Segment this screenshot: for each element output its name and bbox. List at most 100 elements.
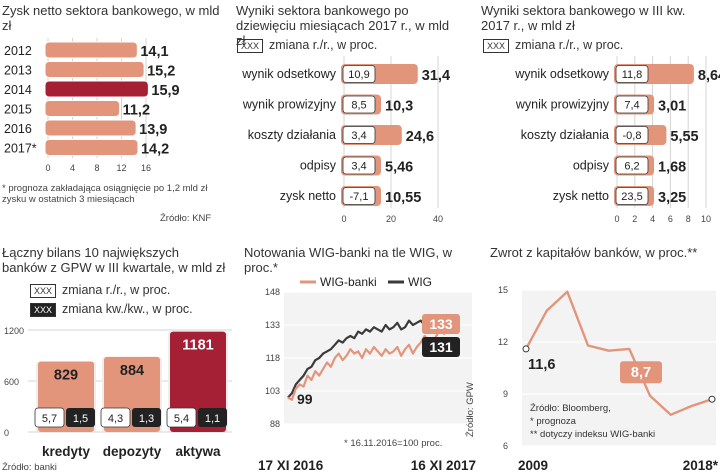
value-label: 10,55 (385, 190, 421, 206)
change-yoy-label: 5,7 (42, 413, 57, 425)
change-qoq-label: 1,1 (205, 413, 220, 425)
zysk-source: Źródło: KNF (160, 213, 212, 224)
value-label: 3,01 (658, 99, 686, 115)
wyniki3q-legend: XXX zmiana r./r., w proc. (483, 38, 623, 53)
y-tick-label: 9 (503, 389, 508, 399)
x-tick-label: 2009 (518, 458, 548, 473)
roe-note: * prognoza (530, 416, 577, 427)
bar (44, 139, 139, 156)
change-box (342, 126, 376, 144)
category-label: aktywa (175, 444, 221, 459)
bar (44, 41, 138, 59)
category-label: koszty działania (521, 128, 609, 142)
roe-note: Źródło: Bloomberg, (530, 403, 611, 414)
y-tick-label: 15 (498, 285, 508, 295)
change-yoy-box (166, 407, 197, 428)
category-label: 2013 (4, 64, 32, 78)
wyniki3q-chart: 0 2 4 6 8 10 wynik odsetkowy 11,8 8,64 wynik prow… (514, 56, 720, 224)
value-label: 884 (120, 363, 144, 379)
change-qoq-label: 1,5 (73, 413, 88, 425)
data-point (708, 395, 716, 403)
value-label: 5,55 (670, 129, 698, 145)
y-tick-label: 133 (265, 320, 280, 330)
x-tick-label: 6 (668, 214, 673, 224)
bilans-chart: 0 600 1200 829 5,7 1,5 kredyty 884 4,3 1,3 depozyt… (4, 326, 232, 459)
wyniki9m-chart: 0 20 40 wynik odsetkowy 10,9 31,4 wynik prowiz… (241, 56, 450, 224)
y-tick-label: 12 (498, 337, 508, 347)
change-yoy-label: 4,3 (108, 413, 123, 425)
category-label: 2012 (4, 44, 32, 58)
y-tick-label: 0 (4, 428, 9, 438)
value-label: 1,68 (658, 160, 686, 176)
change-label: 7,4 (624, 100, 639, 112)
value-label: 24,6 (406, 129, 434, 145)
legend-change-text: zmiana r./r., w proc. (515, 38, 624, 52)
bar (44, 80, 149, 98)
change-label: 10,9 (348, 69, 369, 81)
value-label: 31,4 (422, 68, 450, 84)
wig-chart: 88 103 118 133 148 WIG-banki WIG 133 131 99 * 16.1… (258, 275, 476, 473)
change-label: 11,8 (622, 69, 643, 81)
plot-area (522, 290, 716, 446)
x-tick-label: 8 (686, 214, 691, 224)
value-label: 5,46 (385, 160, 413, 176)
change-label: -7,1 (350, 191, 369, 203)
x-tick-label: 16 XI 2017 (411, 458, 476, 473)
y-tick-label: 118 (266, 353, 280, 363)
x-tick-label: 16 (141, 163, 151, 173)
wig-title: Notowania WIG-banki na tle WIG, w proc.* (244, 245, 453, 275)
end-label: 133 (429, 316, 453, 332)
legend-label: WIG (408, 275, 432, 289)
zysk-chart: 0 4 8 12 16 2012 14,1 2013 15,2 2014 15,9 2015 11,2 2… (4, 38, 180, 173)
y-tick-label: 600 (4, 377, 19, 387)
x-tick-label: 0 (45, 163, 50, 173)
change-qoq-box (198, 408, 227, 427)
y-tick-label: 88 (270, 419, 280, 429)
data-point (522, 345, 530, 353)
wyniki9m-title: Wyniki sektora bankowego po dziewięciu m… (236, 3, 450, 48)
category-label: 2014 (4, 83, 32, 97)
roe-title: Zwrot z kapitałów banków, w proc.** (490, 245, 698, 260)
legend-change-text: zmiana r./r., w proc. (269, 38, 378, 52)
category-label: depozyty (103, 444, 162, 459)
category-label: zysk netto (553, 189, 609, 203)
zysk-title: Zysk netto sektora bankowego, w mld zł (2, 3, 220, 33)
category-label: 2017* (4, 142, 37, 156)
wyniki9m-legend: XXX zmiana r./r., w proc. (237, 38, 377, 53)
change-yoy-box (34, 407, 65, 428)
bar (44, 100, 121, 117)
x-tick-label: 40 (433, 214, 443, 224)
end-label-box (422, 314, 460, 334)
change-box (615, 126, 649, 144)
category-label: odpisy (300, 159, 337, 173)
bilans-legend-qoq: XXX zmiana kw./kw., w proc. (30, 302, 193, 317)
change-label: 3,4 (351, 161, 366, 173)
value-label: 14,1 (140, 44, 168, 60)
y-tick-label: 1200 (4, 326, 24, 336)
wig-source: Źródło: GPW (465, 382, 476, 437)
category-label: wynik odsetkowy (514, 67, 610, 81)
change-yoy-box (100, 407, 131, 428)
value-label: 15,9 (151, 83, 179, 99)
start-label: 11,6 (528, 357, 555, 373)
category-label: kredyty (42, 444, 91, 459)
legend-change-box: XXX (483, 38, 510, 53)
change-label: -0,8 (623, 130, 642, 142)
wyniki3q-title: Wyniki sektora bankowego w III kw. 2017 … (481, 3, 686, 33)
end-label: 131 (429, 339, 453, 355)
roe-note: ** dotyczy indeksu WIG-banki (530, 429, 655, 440)
legend-label: WIG-banki (320, 275, 377, 289)
x-tick-label: 4 (650, 214, 655, 224)
change-label: 3,4 (351, 130, 366, 142)
category-label: zysk netto (280, 189, 336, 203)
end-label-box (422, 337, 460, 357)
legend-qoq-text: zmiana kw./kw., w proc. (62, 302, 193, 316)
change-box (342, 156, 376, 175)
category-label: wynik odsetkowy (241, 67, 337, 81)
value-label: 10,3 (385, 99, 413, 115)
bilans-source: Źródło: banki (2, 462, 57, 473)
x-tick-label: 2018* (683, 458, 719, 473)
change-label: 8,5 (351, 100, 366, 112)
zysk-note: * prognoza zakładająca osiągnięcie po 1,… (2, 183, 208, 205)
